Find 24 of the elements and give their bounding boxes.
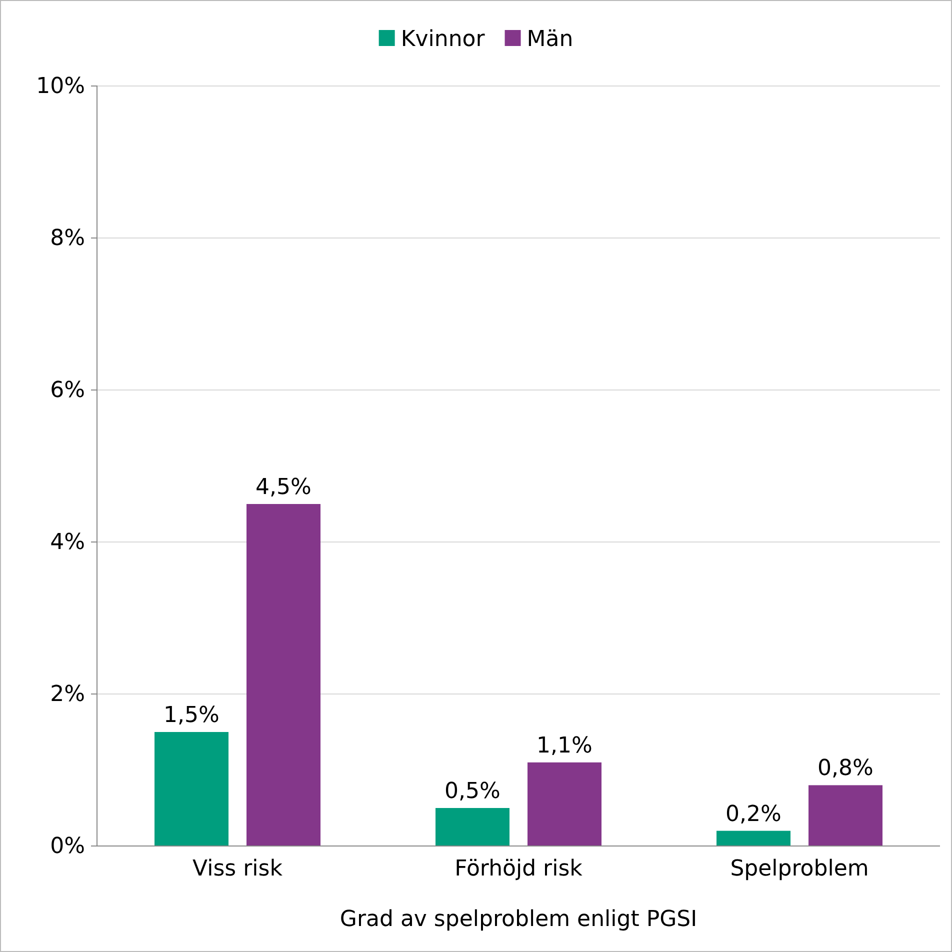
y-tick-label: 6% [50, 378, 85, 404]
y-tick-label: 4% [50, 530, 85, 556]
bar [154, 732, 228, 846]
data-label: 1,1% [536, 733, 592, 758]
bar [716, 830, 790, 846]
y-tick-label: 2% [50, 682, 85, 708]
x-tick-label: Spelproblem [730, 856, 869, 882]
data-label: 4,5% [256, 475, 312, 500]
data-label: 0,8% [818, 756, 874, 782]
legend-label: Män [526, 27, 574, 52]
bar [808, 785, 882, 846]
bar [528, 762, 602, 846]
bar [246, 504, 320, 846]
data-label: 0,5% [444, 779, 500, 804]
legend-label: Kvinnor [400, 27, 486, 52]
bar [436, 808, 510, 846]
x-tick-label: Förhöjd risk [454, 856, 583, 882]
y-tick-label: 10% [36, 74, 85, 100]
x-axis-title: Grad av spelproblem enligt PGSI [340, 907, 698, 932]
data-label: 0,2% [726, 802, 782, 827]
x-tick-label: Viss risk [192, 856, 283, 882]
y-tick-label: 0% [50, 834, 85, 860]
y-tick-label: 8% [50, 226, 85, 252]
data-label: 1,5% [164, 703, 220, 728]
